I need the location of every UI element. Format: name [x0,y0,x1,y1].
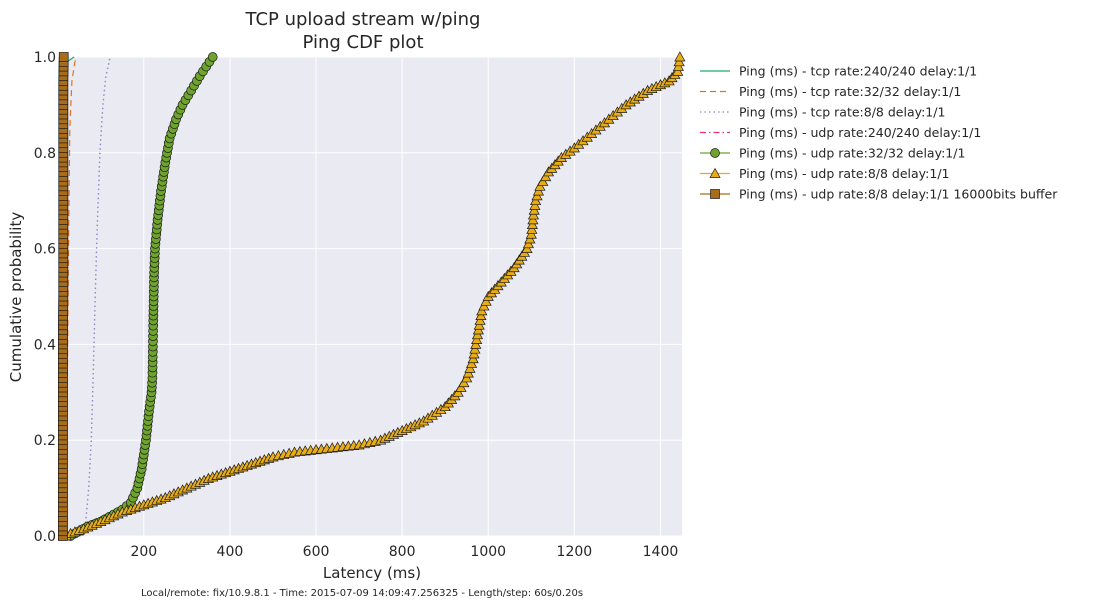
x-tick-label: 1000 [470,544,506,560]
y-tick-label: 0.0 [34,529,56,545]
y-tick-label: 0.6 [34,242,56,258]
legend-entry: Ping (ms) - udp rate:8/8 delay:1/1 16000… [739,187,1058,202]
y-axis-ticks: 0.0 0.2 0.4 0.6 0.8 1.0 [34,50,56,545]
y-axis-label: Cumulative probability [7,212,25,383]
x-tick-label: 600 [303,544,330,560]
chart-subtitle: Ping CDF plot [302,32,423,53]
legend-entry: Ping (ms) - udp rate:32/32 delay:1/1 [739,146,965,161]
x-tick-label: 200 [130,544,157,560]
legend-entry: Ping (ms) - tcp rate:8/8 delay:1/1 [739,105,945,120]
legend-swatch-marker [710,148,720,158]
x-axis-label: Latency (ms) [323,564,421,582]
x-tick-label: 1200 [557,544,593,560]
x-tick-label: 800 [389,544,416,560]
grid-lines [62,56,682,537]
footer-text: Local/remote: fix/10.9.8.1 - Time: 2015-… [141,588,583,599]
series-line-2 [82,56,111,537]
y-tick-label: 0.2 [34,433,56,449]
legend-entry: Ping (ms) - udp rate:240/240 delay:1/1 [739,125,981,140]
legend-entry: Ping (ms) - udp rate:8/8 delay:1/1 [739,166,950,181]
data-point [207,52,218,62]
y-tick-label: 0.4 [34,337,56,353]
legend: Ping (ms) - tcp rate:240/240 delay:1/1 Pi… [700,64,1058,202]
legend-swatch-marker [709,167,721,178]
legend-entry: Ping (ms) - tcp rate:32/32 delay:1/1 [739,84,961,99]
x-axis-ticks: 200 400 600 800 1000 1200 1400 [130,544,678,560]
legend-entry: Ping (ms) - tcp rate:240/240 delay:1/1 [739,64,977,79]
y-tick-label: 0.8 [34,146,56,162]
data-point [674,51,686,62]
series-markers [58,51,686,541]
y-tick-label: 1.0 [34,50,56,66]
chart-title: TCP upload stream w/ping [245,9,481,30]
x-tick-label: 1400 [643,544,679,560]
data-point [58,52,69,62]
legend-swatch-marker [710,189,720,199]
x-tick-label: 400 [217,544,244,560]
